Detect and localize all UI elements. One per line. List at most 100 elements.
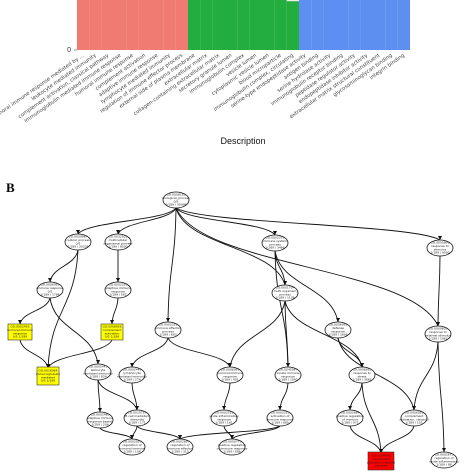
- node-label-line: adaptive immune: [87, 416, 114, 420]
- graph-edge: [131, 382, 138, 411]
- graph-edge: [117, 207, 177, 235]
- node-label-line: 0/5: [174, 199, 179, 203]
- edge-arrowhead: [336, 318, 340, 322]
- node-label-line: mediated immunity: [83, 371, 113, 375]
- node-label-line: 0/5: [48, 289, 53, 293]
- graph-edge: [49, 249, 79, 283]
- node-label-line: stress: [358, 374, 367, 378]
- node-label-line: GO:0002376: [265, 236, 284, 240]
- node-label-line: GO:0008150: [166, 193, 185, 197]
- node-box: [7, 323, 33, 341]
- y-tick-label: 0: [67, 47, 71, 54]
- node-ellipse: [261, 234, 289, 252]
- edge-arrowhead: [228, 363, 232, 367]
- node-label-line: GO:0019724: [127, 411, 146, 415]
- node-label-line: immune response: [37, 286, 64, 290]
- node-label-line: 1/189 / 824: [89, 375, 106, 379]
- node-ellipse: [218, 438, 246, 456]
- node-label-line: 0/5 1/189: [13, 335, 28, 339]
- node-label-line: humoral immune: [119, 446, 145, 450]
- node-label-line: response to: [429, 330, 447, 334]
- graph-edge: [274, 250, 289, 368]
- edge-arrowhead: [360, 363, 364, 367]
- node-ellipse: [216, 366, 244, 384]
- node-label-line: 1/189 / 313: [171, 450, 188, 454]
- node-label-line: 1/189 / 680: [271, 421, 288, 425]
- node-label-line: GO:0002697: [170, 440, 189, 444]
- graph-edge: [279, 382, 289, 411]
- node-label-line: 1/189 / 9000: [430, 251, 449, 255]
- bar: [323, 0, 336, 50]
- bar: [348, 0, 361, 50]
- bar: [311, 0, 324, 50]
- bar: [225, 0, 238, 50]
- graph-edge: [167, 337, 231, 368]
- edge-arrowhead: [116, 230, 120, 234]
- bar: [262, 0, 275, 50]
- node-label-line: organismal process: [103, 241, 133, 245]
- node-ellipse: [64, 233, 92, 251]
- bar: [360, 0, 373, 50]
- edge-arrowhead: [178, 435, 182, 439]
- node-ellipse: [154, 321, 182, 339]
- bar: [385, 0, 398, 51]
- node-label-line: 1/189 / 1606: [328, 333, 347, 337]
- graph-edge: [413, 341, 439, 411]
- graph-edge: [437, 341, 445, 453]
- node-label-line: adaptive immune: [105, 286, 132, 290]
- edge-arrowhead: [286, 363, 290, 367]
- node-label-line: regulation of: [170, 443, 190, 447]
- node-label-line: 1/189 / 88: [436, 463, 451, 467]
- node-ellipse: [424, 325, 452, 343]
- bar: [336, 0, 349, 50]
- edge-arrowhead: [76, 230, 80, 234]
- edge-arrowhead: [18, 320, 22, 324]
- node-label-line: 1/189 / 171: [128, 421, 145, 425]
- node-label-line: GO:0006958: [371, 454, 390, 458]
- bar: [114, 0, 127, 50]
- bar: [138, 0, 151, 50]
- node-label-line: humoral immune: [217, 371, 243, 375]
- edge-arrowhead: [348, 406, 352, 410]
- node-label-line: 1/189 / 1108: [275, 296, 294, 300]
- bar: [188, 0, 201, 50]
- node-ellipse: [426, 239, 454, 257]
- node-label-line: 1/189 / 1962: [428, 337, 447, 341]
- bar: [175, 0, 188, 50]
- node-label-line: immunity: [130, 417, 144, 421]
- edge-arrowhead: [442, 448, 446, 452]
- graph-edge: [97, 379, 138, 411]
- node-label-line: regulation of: [434, 456, 454, 460]
- bar: [212, 0, 225, 50]
- node-ellipse: [336, 409, 364, 427]
- node-label-line: immune system: [263, 239, 287, 243]
- node-label-line: GO:0006955: [40, 283, 59, 287]
- node-label-line: complement: [103, 328, 123, 332]
- node-ellipse: [271, 284, 299, 302]
- edge-arrowhead: [278, 406, 282, 410]
- node-label-line: 1/189 / 1764: [40, 293, 59, 297]
- node-label-line: leukocyte: [91, 368, 106, 372]
- node-label-line: immune response: [267, 417, 294, 421]
- graph-edge: [284, 300, 363, 368]
- bar: [299, 0, 312, 50]
- node-label-line: complement: [372, 457, 392, 461]
- node-label-line: GO:0009987: [68, 235, 87, 239]
- node-ellipse: [104, 233, 132, 251]
- edge-arrowhead: [130, 363, 134, 367]
- graph-edge: [349, 382, 363, 411]
- node-label-line: positive regulation: [336, 414, 364, 418]
- node-label-line: acute inflammatory: [209, 414, 239, 418]
- bar: [151, 0, 164, 50]
- node-label-line: 0/5: [76, 241, 81, 245]
